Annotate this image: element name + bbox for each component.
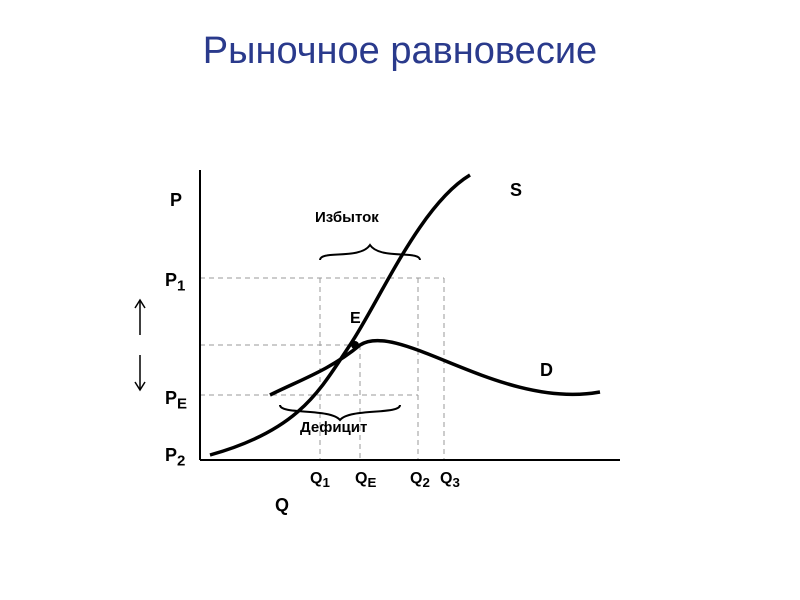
label-p1: P1	[165, 270, 185, 295]
label-e: E	[350, 310, 361, 328]
label-d: D	[540, 360, 553, 381]
arrow-up-icon	[135, 300, 145, 335]
chart-svg	[0, 0, 800, 600]
label-surplus: Избыток	[315, 210, 395, 225]
label-q3: Q3	[440, 470, 460, 490]
label-q: Q	[275, 495, 289, 516]
label-p2: P2	[165, 445, 185, 470]
label-deficit: Дефицит	[300, 420, 380, 435]
label-s: S	[510, 180, 522, 201]
equilibrium-point	[351, 341, 359, 349]
label-q1: Q1	[310, 470, 330, 490]
label-pe: PE	[165, 388, 187, 413]
label-p: P	[170, 190, 182, 211]
arrow-down-icon	[135, 355, 145, 390]
label-q2: Q2	[410, 470, 430, 490]
label-qe: QE	[355, 470, 376, 490]
equilibrium-chart: P P1 PE P2 S D E Избыток Дефицит Q1 QE Q…	[0, 0, 800, 600]
